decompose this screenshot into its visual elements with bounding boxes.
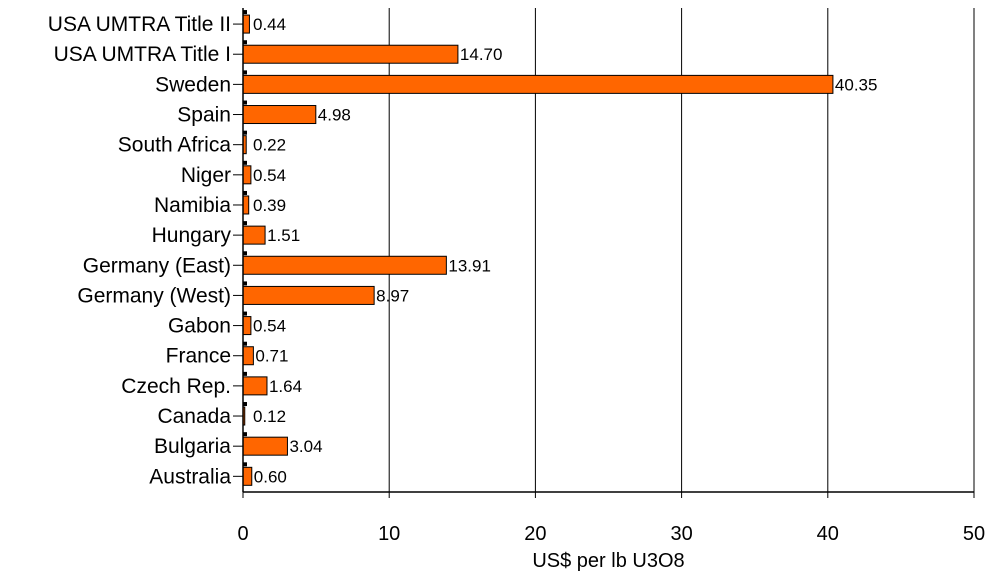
- value-label: 0.54: [253, 166, 286, 185]
- bar: [242, 225, 266, 245]
- bar: [242, 195, 250, 215]
- category-label: Canada: [157, 405, 231, 428]
- value-label: 0.60: [254, 467, 287, 486]
- category-label: Spain: [177, 104, 231, 127]
- category-label: Hungary: [152, 224, 232, 247]
- bar: [242, 436, 288, 456]
- bar: [242, 74, 834, 94]
- category-labels: USA UMTRA Title II USA UMTRA Title I Swede…: [48, 13, 232, 488]
- category-label: Germany (West): [77, 284, 231, 307]
- bar: [242, 285, 375, 305]
- bar: [242, 255, 447, 275]
- category-label: Sweden: [155, 73, 231, 96]
- value-label: 0.39: [253, 196, 286, 215]
- bar: [242, 165, 252, 185]
- bars: [242, 14, 834, 486]
- row-marker: [243, 462, 247, 467]
- row-marker: [243, 190, 247, 195]
- category-label: Australia: [149, 465, 231, 488]
- row-marker: [243, 70, 247, 75]
- value-label: 40.35: [835, 75, 878, 94]
- row-marker: [243, 432, 247, 437]
- x-tick-label: 40: [817, 523, 839, 545]
- value-label: 1.64: [269, 377, 302, 396]
- category-label: South Africa: [118, 134, 232, 157]
- x-tick-label: 20: [524, 523, 546, 545]
- category-label: USA UMTRA Title II: [48, 13, 231, 36]
- row-marker: [243, 40, 247, 45]
- value-label: 0.44: [253, 15, 286, 34]
- row-marker: [243, 371, 247, 376]
- value-labels: 0.44 14.70 40.35 4.98 0.22 0.54 0.39 1.51 13.91 8…: [253, 15, 877, 486]
- row-marker: [243, 221, 247, 226]
- bar: [242, 44, 459, 64]
- value-label: 0.12: [253, 407, 286, 426]
- value-label: 4.98: [318, 106, 351, 125]
- value-label: 8.97: [376, 286, 409, 305]
- x-tick-label: 50: [963, 523, 985, 545]
- row-marker: [243, 311, 247, 316]
- category-label: Czech Rep.: [121, 375, 231, 398]
- value-label: 0.54: [253, 317, 286, 336]
- category-label: France: [166, 345, 231, 368]
- row-marker: [243, 130, 247, 135]
- row-marker: [243, 10, 247, 15]
- row-marker: [243, 160, 247, 165]
- value-label: 0.22: [253, 136, 286, 155]
- value-label: 3.04: [289, 437, 322, 456]
- bar: [242, 466, 253, 486]
- value-label: 1.51: [267, 226, 300, 245]
- category-label: USA UMTRA Title I: [54, 43, 231, 66]
- x-axis-title: US$ per lb U3O8: [532, 550, 684, 572]
- value-label: 0.71: [255, 347, 288, 366]
- bar: [242, 346, 254, 366]
- bar: [242, 14, 250, 34]
- x-tick-label: 10: [378, 523, 400, 545]
- value-label: 13.91: [448, 256, 491, 275]
- row-marker: [243, 281, 247, 286]
- row-marker: [243, 402, 247, 407]
- value-label: 14.70: [460, 45, 503, 64]
- category-label: Namibia: [154, 194, 231, 217]
- row-marker: [243, 251, 247, 256]
- row-marker: [243, 341, 247, 346]
- category-label: Niger: [181, 164, 231, 187]
- x-tick-labels: 0 10 20 30 40 50: [237, 523, 985, 545]
- x-tick-label: 30: [670, 523, 692, 545]
- axes: [233, 8, 975, 498]
- x-tick-label: 0: [237, 523, 248, 545]
- bar: [242, 316, 252, 336]
- category-label: Germany (East): [83, 254, 231, 277]
- row-marker: [243, 100, 247, 105]
- bar: [242, 105, 317, 125]
- category-label: Gabon: [168, 315, 231, 338]
- category-label: Bulgaria: [154, 435, 231, 458]
- bar: [242, 376, 268, 396]
